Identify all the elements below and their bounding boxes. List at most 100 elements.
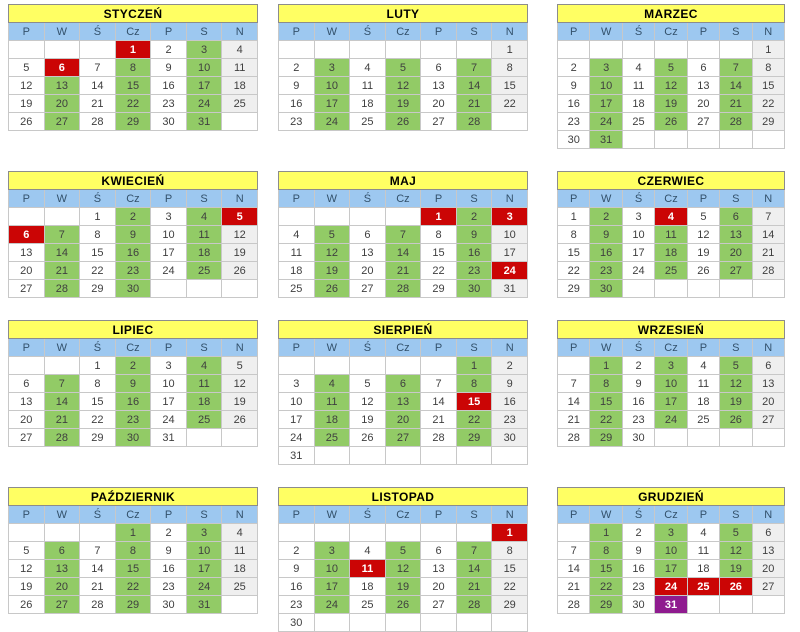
week-row: 20 21 22 23 24 25 26 [8, 410, 258, 429]
month-title: GRUDZIEŃ [557, 487, 785, 506]
week-row: 15 16 17 18 19 20 21 [556, 243, 786, 262]
day-cell: 20 [349, 261, 386, 280]
day-cell: 3 [621, 207, 656, 226]
day-cell: 19 [349, 410, 386, 429]
day-cell: 7 [556, 541, 591, 560]
day-cell: 15 [751, 76, 786, 95]
day-cell: 19 [221, 392, 258, 411]
month-title: MAJ [278, 171, 528, 190]
week-row: 1 [278, 523, 528, 542]
day-cell: 13 [8, 243, 45, 262]
day-cell: 29 [589, 595, 623, 614]
day-cell: 6 [43, 58, 81, 77]
day-cell: 19 [654, 94, 688, 113]
day-cell: 2 [589, 207, 623, 226]
day-cell: 24 [654, 577, 688, 596]
empty-cell [278, 523, 315, 542]
day-cell: 27 [420, 595, 457, 614]
day-cell: 1 [491, 40, 528, 59]
day-header-cell: S [719, 505, 753, 524]
day-cell: 22 [751, 94, 786, 113]
day-cell: 11 [349, 559, 386, 578]
week-row: 8 9 10 11 12 13 14 [556, 225, 786, 244]
month-calendar: KWIECIEŃ P W Ś Cz P S N 1 2 3 4 5 6 7 8 9 10 11 12 13 14 15 16 1… [8, 171, 258, 298]
day-cell: 24 [150, 261, 187, 280]
day-cell: 10 [491, 225, 528, 244]
day-cell: 6 [751, 523, 786, 542]
empty-cell [719, 279, 753, 298]
day-header-cell: Ś [349, 505, 386, 524]
day-cell: 30 [114, 279, 152, 298]
day-cell: 19 [384, 94, 422, 113]
day-header-cell: P [420, 338, 457, 357]
day-cell: 10 [185, 541, 223, 560]
day-header-cell: P [686, 22, 721, 41]
day-cell: 14 [420, 392, 457, 411]
day-cell: 28 [79, 595, 116, 614]
day-cell: 26 [221, 410, 258, 429]
day-cell: 12 [8, 559, 45, 578]
day-cell: 15 [114, 76, 152, 95]
week-row: 21 22 23 24 25 26 27 [556, 410, 786, 429]
day-cell: 2 [621, 523, 656, 542]
month-title: KWIECIEŃ [8, 171, 258, 190]
day-cell: 1 [114, 523, 152, 542]
day-cell: 29 [79, 279, 116, 298]
month-calendar: LUTY P W Ś Cz P S N 1 2 3 4 5 6 7 8 9 10 11 12 13 14 15 16 17 18 1… [278, 4, 528, 131]
day-cell: 21 [556, 577, 591, 596]
day-header-cell: N [491, 22, 528, 41]
day-cell: 8 [114, 541, 152, 560]
day-header-cell: Cz [384, 338, 422, 357]
week-row: 18 19 20 21 22 23 24 [278, 261, 528, 280]
day-header-cell: S [719, 338, 753, 357]
week-row: 9 10 11 12 13 14 15 [556, 76, 786, 95]
day-cell: 22 [491, 94, 528, 113]
day-cell: 12 [384, 76, 422, 95]
week-row: 6 7 8 9 10 11 12 [8, 225, 258, 244]
day-cell: 6 [420, 58, 457, 77]
day-cell: 12 [654, 76, 688, 95]
day-cell: 1 [79, 356, 116, 375]
empty-cell [221, 279, 258, 298]
day-header-cell: Cz [654, 505, 688, 524]
week-row: 26 27 28 29 30 31 [8, 112, 258, 131]
day-header-cell: P [556, 505, 591, 524]
week-row: 19 20 21 22 23 24 25 [8, 577, 258, 596]
day-cell: 10 [150, 374, 187, 393]
day-header-cell: S [455, 189, 493, 208]
empty-cell [491, 613, 528, 632]
day-cell: 29 [751, 112, 786, 131]
day-cell: 26 [384, 112, 422, 131]
day-header-cell: S [455, 338, 493, 357]
empty-cell [719, 595, 753, 614]
day-cell: 28 [43, 428, 81, 447]
empty-cell [654, 428, 688, 447]
day-cell: 15 [491, 559, 528, 578]
day-cell: 10 [313, 559, 351, 578]
day-header-cell: Cz [114, 189, 152, 208]
day-header-cell: Cz [384, 22, 422, 41]
day-cell: 27 [384, 428, 422, 447]
day-cell: 16 [114, 392, 152, 411]
day-cell: 21 [43, 410, 81, 429]
day-cell: 5 [221, 356, 258, 375]
empty-cell [751, 130, 786, 149]
day-cell: 30 [455, 279, 493, 298]
day-header-cell: N [221, 505, 258, 524]
day-header-cell: P [686, 189, 721, 208]
day-cell: 1 [589, 356, 623, 375]
month-title: LUTY [278, 4, 528, 23]
day-cell: 17 [654, 392, 688, 411]
day-cell: 30 [589, 279, 623, 298]
day-header-cell: N [491, 338, 528, 357]
day-cell: 21 [556, 410, 591, 429]
empty-cell [8, 523, 45, 542]
empty-cell [278, 356, 315, 375]
day-cell: 10 [654, 541, 688, 560]
day-header-cell: P [150, 22, 187, 41]
day-cell: 26 [221, 261, 258, 280]
day-cell: 30 [150, 595, 187, 614]
day-cell: 4 [686, 356, 721, 375]
